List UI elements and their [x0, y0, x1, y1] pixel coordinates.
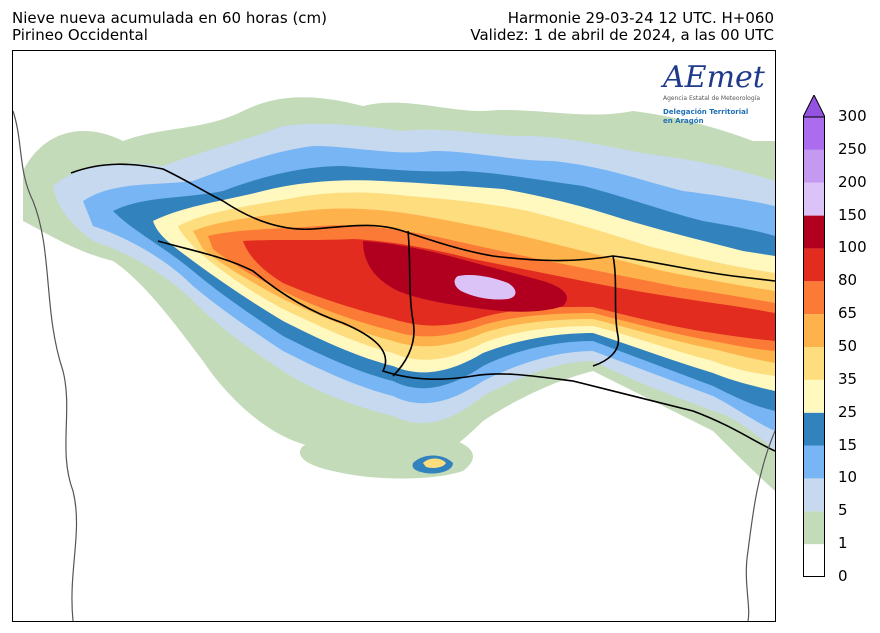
colorbar-segment [803, 511, 825, 545]
colorbar-tick-label: 5 [838, 501, 848, 520]
colorbar-segment [803, 248, 825, 282]
colorbar-tick-label: 65 [838, 304, 858, 323]
colorbar-tick-label: 300 [838, 107, 867, 125]
colorbar-segment [803, 445, 825, 479]
border-line [592, 255, 620, 367]
colorbar-tick-label: 80 [838, 271, 858, 290]
logo-delegation: Delegación Territorial en Aragón [663, 108, 763, 126]
coastline [745, 430, 775, 621]
colorbar-segment [803, 544, 825, 577]
colorbar-tick-label: 50 [838, 337, 858, 355]
colorbar-segment [803, 478, 825, 512]
aemet-logo: AEmet Agencia Estatal de Meteorología De… [663, 60, 765, 126]
border-line [392, 230, 415, 377]
colorbar-tick-label: 100 [838, 238, 867, 257]
colorbar-segment [803, 215, 825, 249]
colorbar-tick-label: 0 [838, 567, 848, 585]
title-main: Nieve nueva acumulada en 60 horas (cm) [12, 9, 328, 27]
title-region: Pirineo Occidental [12, 26, 148, 44]
coastline [13, 110, 78, 621]
colorbar-tick-label: 1 [838, 534, 848, 553]
colorbar-segment [803, 149, 825, 183]
snow-patch-isolated-core [423, 458, 446, 468]
logo-subtitle: Agencia Estatal de Meteorología [663, 95, 760, 102]
logo-delegation-line1: Delegación Territorial [663, 108, 749, 116]
border-line [157, 240, 775, 452]
colorbar-tick-label: 10 [838, 468, 858, 487]
logo-delegation-line2: en Aragón [663, 117, 704, 125]
colorbar-border [803, 116, 825, 577]
colorbar-segment [803, 379, 825, 413]
colorbar [803, 95, 825, 577]
colorbar-segment [803, 347, 825, 380]
validity-time: Validez: 1 de abril de 2024, a las 00 UT… [470, 26, 774, 44]
chart-title: Nieve nueva acumulada en 60 horas (cm) P… [12, 10, 327, 44]
colorbar-tick-label: 15 [838, 435, 858, 454]
snow-band-150 [454, 274, 516, 300]
colorbar-segment [803, 117, 825, 150]
colorbar-tick-label: 250 [838, 139, 867, 158]
colorbar-segment [803, 182, 825, 216]
snowfall-map [13, 97, 775, 621]
colorbar-tick-label: 200 [838, 172, 867, 191]
colorbar-segment [803, 281, 825, 315]
model-run: Harmonie 29-03-24 12 UTC. H+060 [507, 9, 774, 27]
colorbar-tick-label: 150 [838, 205, 867, 224]
logo-wordmark: AEmet [663, 60, 765, 95]
model-info: Harmonie 29-03-24 12 UTC. H+060 Validez:… [470, 10, 774, 44]
colorbar-tick-label: 35 [838, 369, 858, 388]
colorbar-segment [803, 314, 825, 347]
map-area: AEmet Agencia Estatal de Meteorología De… [12, 50, 776, 622]
colorbar-segment [803, 412, 825, 446]
colorbar-tick-label: 25 [838, 402, 858, 421]
colorbar-extend-arrow [803, 95, 825, 118]
